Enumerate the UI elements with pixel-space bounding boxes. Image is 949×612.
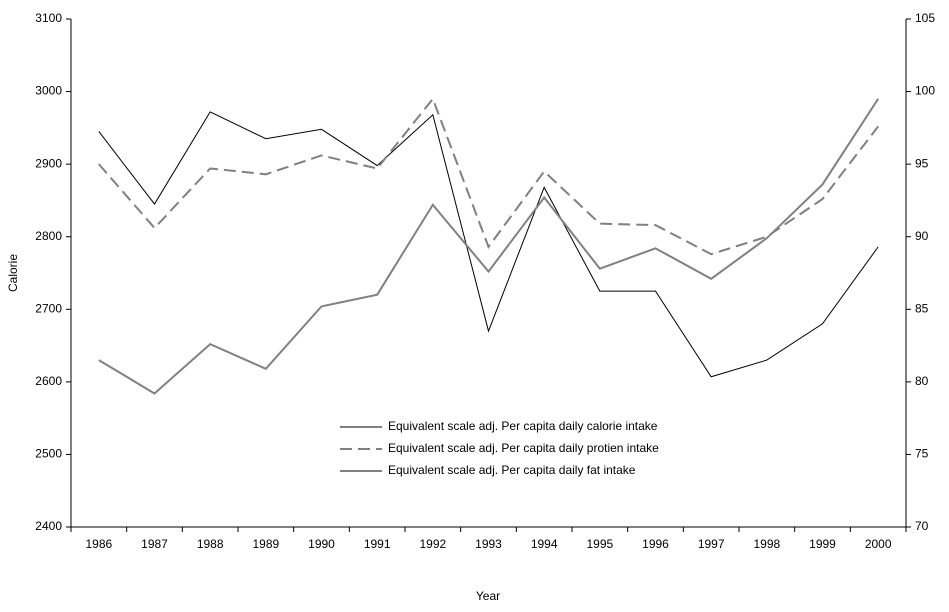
x-tick-label: 2000 bbox=[865, 537, 892, 551]
x-tick-label: 1992 bbox=[419, 537, 446, 551]
y-tick-label: 2400 bbox=[35, 519, 62, 533]
x-tick-label: 1998 bbox=[753, 537, 780, 551]
line-series bbox=[98, 98, 880, 395]
y2-tick-label: 80 bbox=[915, 374, 929, 388]
y2-tick-label: 105 bbox=[915, 11, 935, 25]
x-tick-label: 1987 bbox=[141, 537, 168, 551]
y2-tick-label: 90 bbox=[915, 229, 929, 243]
y-tick-label: 2700 bbox=[35, 301, 62, 315]
legend-label: Equivalent scale adj. Per capita daily f… bbox=[388, 463, 636, 477]
y2-tick-label: 70 bbox=[915, 519, 929, 533]
x-tick-label: 1993 bbox=[475, 537, 502, 551]
x-tick-label: 1990 bbox=[308, 537, 335, 551]
legend-label: Equivalent scale adj. Per capita daily c… bbox=[388, 419, 658, 433]
y2-tick-label: 100 bbox=[915, 84, 935, 98]
x-axis-label: Year bbox=[476, 589, 500, 603]
x-tick-label: 1991 bbox=[364, 537, 391, 551]
x-tick-label: 1989 bbox=[252, 537, 279, 551]
y2-tick-label: 75 bbox=[915, 447, 929, 461]
y-tick-label: 3100 bbox=[35, 11, 62, 25]
line-series bbox=[98, 96, 879, 256]
x-tick-label: 1988 bbox=[197, 537, 224, 551]
y-tick-label: 2600 bbox=[35, 374, 62, 388]
x-tick-label: 1999 bbox=[809, 537, 836, 551]
x-tick-label: 1986 bbox=[85, 537, 112, 551]
y2-tick-label: 95 bbox=[915, 156, 929, 170]
x-tick-label: 1997 bbox=[698, 537, 725, 551]
y-tick-label: 2900 bbox=[35, 156, 62, 170]
legend-label: Equivalent scale adj. Per capita daily p… bbox=[388, 441, 659, 455]
y-tick-label: 3000 bbox=[35, 84, 62, 98]
x-tick-label: 1995 bbox=[586, 537, 613, 551]
y-axis-label: Calorie bbox=[6, 254, 20, 292]
y2-tick-label: 85 bbox=[915, 301, 929, 315]
x-tick-label: 1994 bbox=[531, 537, 558, 551]
x-tick-label: 1996 bbox=[642, 537, 669, 551]
y-tick-label: 2500 bbox=[35, 447, 62, 461]
line-series bbox=[98, 111, 879, 378]
y-tick-label: 2800 bbox=[35, 229, 62, 243]
